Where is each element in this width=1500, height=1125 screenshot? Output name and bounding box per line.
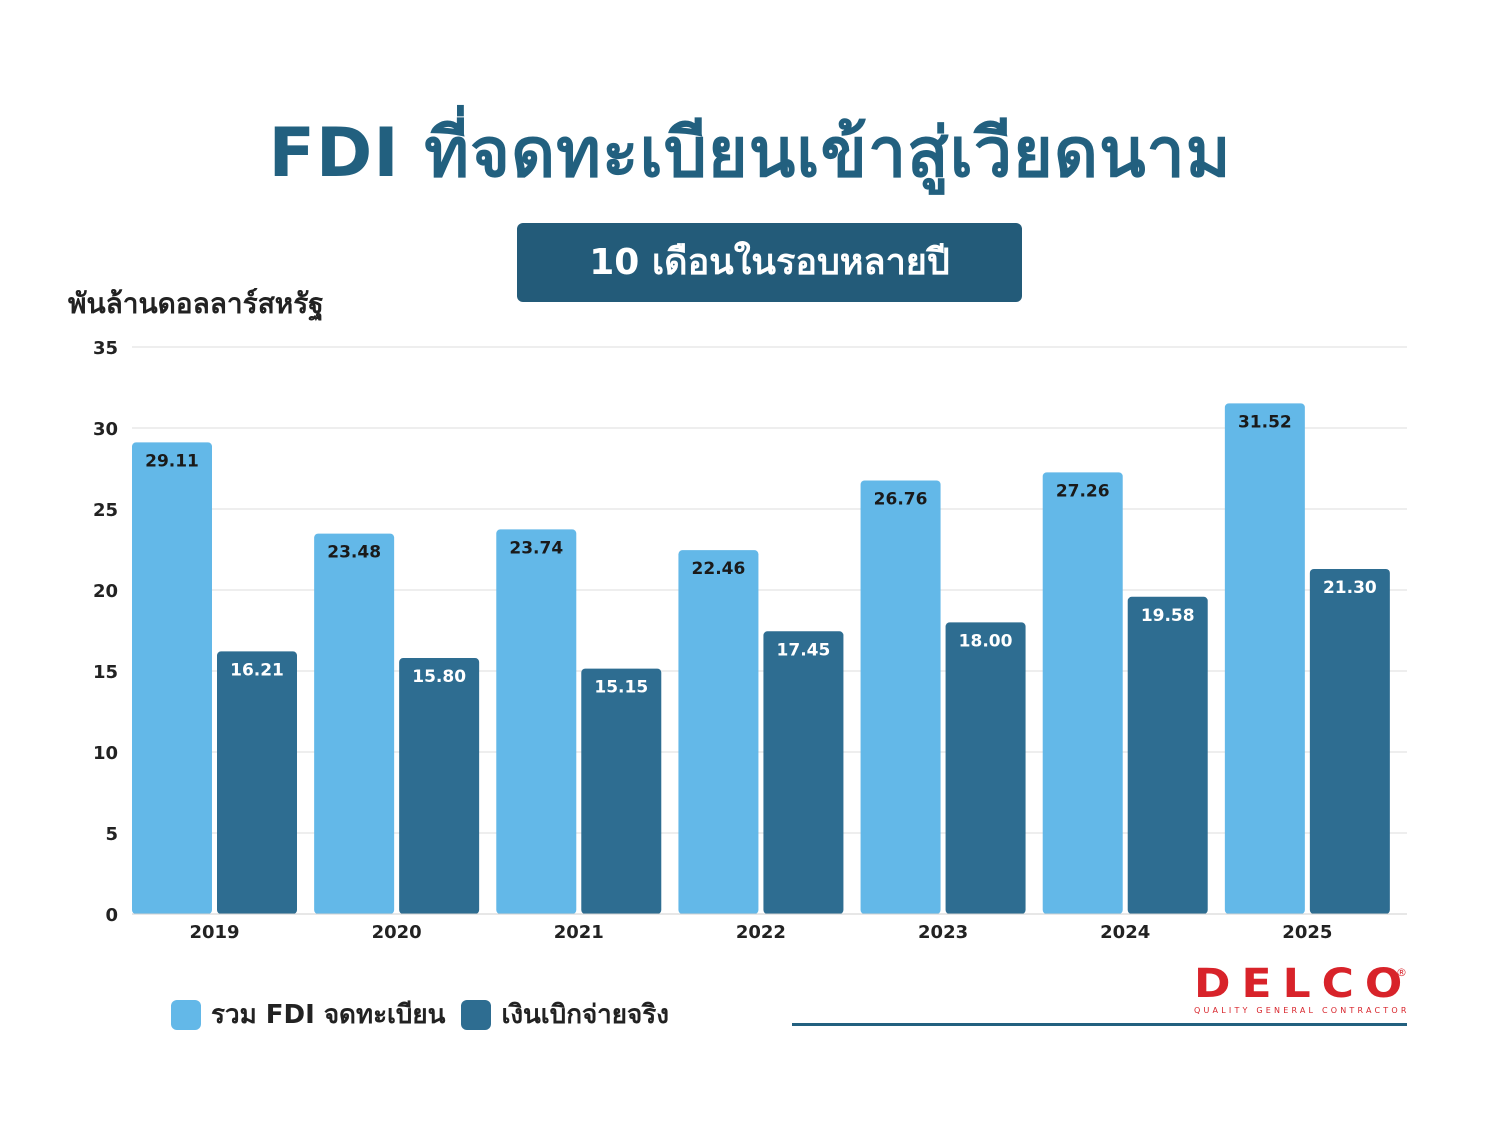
logo-tagline: QUALITY GENERAL CONTRACTOR: [1194, 1006, 1410, 1015]
y-tick-label: 5: [105, 824, 118, 845]
bar: [1224, 403, 1305, 914]
subtitle-text: 10 เดือนในรอบหลายปี: [589, 242, 950, 283]
bar: [132, 442, 212, 914]
data-label: 29.11: [145, 451, 199, 471]
legend-item-registered: รวม FDI จดทะเบียน: [171, 994, 445, 1035]
legend-label-registered: รวม FDI จดทะเบียน: [211, 1000, 446, 1030]
data-label: 17.45: [777, 640, 831, 660]
bar: [399, 658, 480, 914]
x-tick-label: 2022: [736, 922, 786, 943]
subtitle-badge: 10 เดือนในรอบหลายปี: [517, 223, 1022, 302]
bar: [496, 529, 577, 914]
logo-wordmark: DELCO: [1194, 961, 1414, 1007]
data-label: 18.00: [959, 631, 1013, 651]
data-label: 23.74: [509, 538, 563, 558]
bar: [1042, 472, 1123, 914]
data-label: 15.80: [412, 667, 466, 687]
y-axis-label: พันล้านดอลลาร์สหรัฐ: [68, 287, 324, 320]
y-tick-label: 35: [93, 338, 118, 359]
data-label: 26.76: [874, 489, 928, 509]
bar: [763, 631, 844, 914]
x-tick-label: 2023: [918, 922, 968, 943]
y-tick-label: 25: [93, 500, 118, 521]
legend-swatch-disbursed: [461, 999, 492, 1030]
y-tick-label: 30: [93, 419, 118, 440]
bar: [217, 651, 297, 914]
chart-title: FDI ที่จดทะเบียนเข้าสู่เวียดนาม: [268, 114, 1232, 193]
data-label: 31.52: [1238, 412, 1292, 432]
y-tick-label: 20: [93, 581, 118, 602]
bar: [1309, 568, 1390, 914]
legend-label-disbursed: เงินเบิกจ่ายจริง: [501, 1000, 669, 1030]
x-tick-label: 2025: [1282, 922, 1332, 943]
bar: [314, 533, 395, 914]
x-tick-label: 2019: [189, 922, 239, 943]
data-label: 23.48: [327, 543, 381, 563]
legend-item-disbursed: เงินเบิกจ่ายจริง: [461, 994, 669, 1035]
data-label: 15.15: [594, 678, 648, 698]
y-tick-label: 0: [105, 905, 118, 926]
y-tick-label: 15: [93, 662, 118, 683]
bar: [1127, 596, 1208, 914]
x-tick-label: 2020: [372, 922, 422, 943]
data-label: 21.30: [1323, 578, 1377, 598]
divider-line: [792, 1023, 1407, 1026]
data-label: 22.46: [692, 559, 746, 579]
legend-swatch-registered: [171, 999, 201, 1030]
data-label: 16.21: [230, 660, 284, 680]
data-label: 19.58: [1141, 606, 1195, 626]
data-label: 27.26: [1056, 481, 1110, 501]
x-tick-label: 2021: [554, 922, 604, 943]
x-tick-label: 2024: [1100, 922, 1150, 943]
delco-logo: DELCO ® QUALITY GENERAL CONTRACTOR: [1194, 964, 1409, 1015]
bar: [581, 668, 662, 914]
bar: [945, 622, 1026, 914]
bar: [860, 480, 941, 914]
bar: [678, 550, 759, 914]
legend: รวม FDI จดทะเบียน เงินเบิกจ่ายจริง: [171, 994, 685, 1035]
y-tick-label: 10: [93, 743, 118, 764]
logo-registered-mark: ®: [1396, 966, 1407, 979]
